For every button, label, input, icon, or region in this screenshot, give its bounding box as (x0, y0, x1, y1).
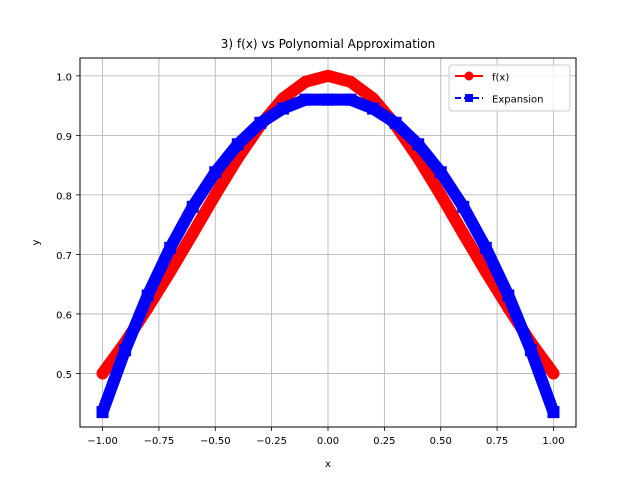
y-axis: 0.5 0.6 0.7 0.8 0.9 1.0 (56, 72, 80, 381)
y-tick-label: 0.7 (56, 251, 72, 262)
data-point (547, 367, 560, 380)
data-point (299, 93, 312, 106)
data-point (389, 116, 402, 129)
x-axis-label: x (325, 459, 331, 470)
legend-label: f(x) (492, 73, 509, 84)
data-point (186, 227, 199, 240)
data-point (186, 200, 199, 213)
data-point (502, 289, 515, 302)
data-point (164, 241, 177, 254)
data-point (457, 200, 470, 213)
y-axis-label: y (31, 239, 42, 245)
x-tick-label: 0.50 (430, 436, 452, 447)
legend-marker (464, 71, 474, 81)
data-point (457, 227, 470, 240)
chart-title: 3) f(x) vs Polynomial Approximation (221, 37, 435, 51)
data-point (322, 69, 334, 82)
data-point (434, 188, 447, 201)
data-point (96, 406, 109, 419)
x-tick-label: 0.25 (373, 436, 395, 447)
data-point (96, 367, 109, 380)
legend-marker (465, 94, 473, 102)
data-point (434, 166, 447, 179)
legend: f(x) Expansion (448, 64, 571, 112)
data-point (479, 265, 492, 278)
data-point (141, 289, 154, 302)
data-point (367, 102, 380, 115)
x-axis: −1.00 −0.75 −0.50 −0.25 0.00 0.25 0.50 0.75 1.00 (87, 427, 565, 447)
data-point (164, 265, 177, 278)
data-point (209, 166, 222, 179)
y-tick-label: 0.9 (56, 132, 72, 143)
x-tick-label: −0.75 (144, 436, 175, 447)
series-expansion (96, 93, 560, 419)
grid (80, 58, 576, 427)
x-tick-label: −1.00 (87, 436, 118, 447)
x-tick-label: 0.75 (486, 436, 508, 447)
data-point (276, 102, 289, 115)
data-point (524, 344, 537, 357)
data-point (479, 241, 492, 254)
x-tick-label: −0.25 (256, 436, 287, 447)
data-point (412, 138, 425, 151)
data-point (344, 75, 357, 88)
y-tick-label: 1.0 (56, 72, 72, 83)
plot-area (96, 69, 560, 419)
x-tick-label: 0.00 (317, 436, 339, 447)
legend-item: Expansion (455, 94, 544, 106)
data-point (119, 344, 132, 357)
y-tick-label: 0.8 (56, 191, 72, 202)
data-point (231, 138, 244, 151)
data-point (254, 116, 267, 129)
data-point (209, 188, 222, 201)
data-point (344, 93, 357, 106)
x-tick-label: 1.00 (542, 436, 564, 447)
data-point (299, 75, 312, 88)
legend-item: f(x) (455, 71, 509, 84)
y-tick-label: 0.6 (56, 310, 72, 321)
y-tick-label: 0.5 (56, 370, 72, 381)
legend-label: Expansion (492, 95, 544, 106)
data-point (547, 406, 560, 419)
data-point (322, 93, 334, 106)
x-tick-label: −0.50 (200, 436, 231, 447)
